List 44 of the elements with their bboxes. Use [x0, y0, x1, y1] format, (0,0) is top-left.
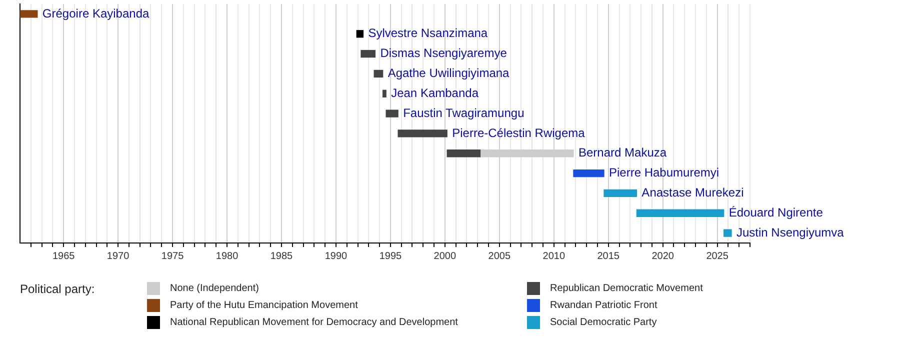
legend-label: Social Democratic Party: [550, 317, 657, 328]
x-tick-label: 1990: [324, 250, 348, 262]
legend-title: Political party:: [20, 282, 95, 296]
x-tick-label: 2025: [706, 250, 729, 262]
legend-label: Republican Democratic Movement: [550, 283, 703, 294]
data-label: Anastase Murekezi: [642, 186, 744, 200]
legend-label: Rwandan Patriotic Front: [550, 300, 658, 311]
data-label: Édouard Ngirente: [728, 205, 824, 220]
x-tick-label: 1995: [379, 250, 402, 262]
bar: [20, 10, 38, 18]
bar: [374, 70, 384, 78]
data-label: Jean Kambanda: [391, 86, 479, 100]
bar: [398, 130, 448, 138]
data-label: Sylvestre Nsanzimana: [368, 26, 488, 40]
x-tick-label: 1965: [52, 250, 76, 262]
legend-label: None (Independent): [170, 283, 259, 294]
bar: [604, 189, 638, 198]
x-tick-label: 1970: [106, 250, 130, 262]
bar: [573, 169, 604, 178]
x-tick-label: 2010: [542, 250, 566, 262]
legend-label: Party of the Hutu Emancipation Movement: [170, 300, 358, 311]
x-tick-label: 1985: [270, 250, 294, 262]
data-label: Dismas Nsengiyaremye: [380, 46, 508, 60]
data-label: Agathe Uwilingiyimana: [388, 66, 510, 80]
bar: [382, 90, 386, 98]
x-tick-label: 2015: [597, 250, 620, 262]
bar: [360, 50, 376, 58]
x-tick-label: 1980: [216, 250, 239, 262]
data-label: Grégoire Kayibanda: [42, 6, 150, 20]
bar: [446, 150, 482, 158]
bar: [386, 110, 398, 118]
data-label: Pierre-Célestin Rwigema: [452, 126, 586, 140]
bar: [636, 209, 724, 217]
x-tick-label: 1975: [161, 250, 184, 262]
data-label: Faustin Twagiramungu: [403, 106, 524, 120]
legend-label: National Republican Movement for Democracy and Development: [170, 317, 458, 328]
x-tick-label: 2005: [488, 250, 511, 262]
x-tick-label: 2020: [652, 250, 674, 262]
data-label: Pierre Habumuremyi: [609, 166, 720, 180]
data-label: Justin Nsengiyumva: [736, 225, 844, 240]
bar: [356, 30, 364, 38]
x-tick-label: 2000: [434, 250, 456, 262]
data-label: Bernard Makuza: [578, 146, 667, 160]
bar: [724, 229, 732, 237]
